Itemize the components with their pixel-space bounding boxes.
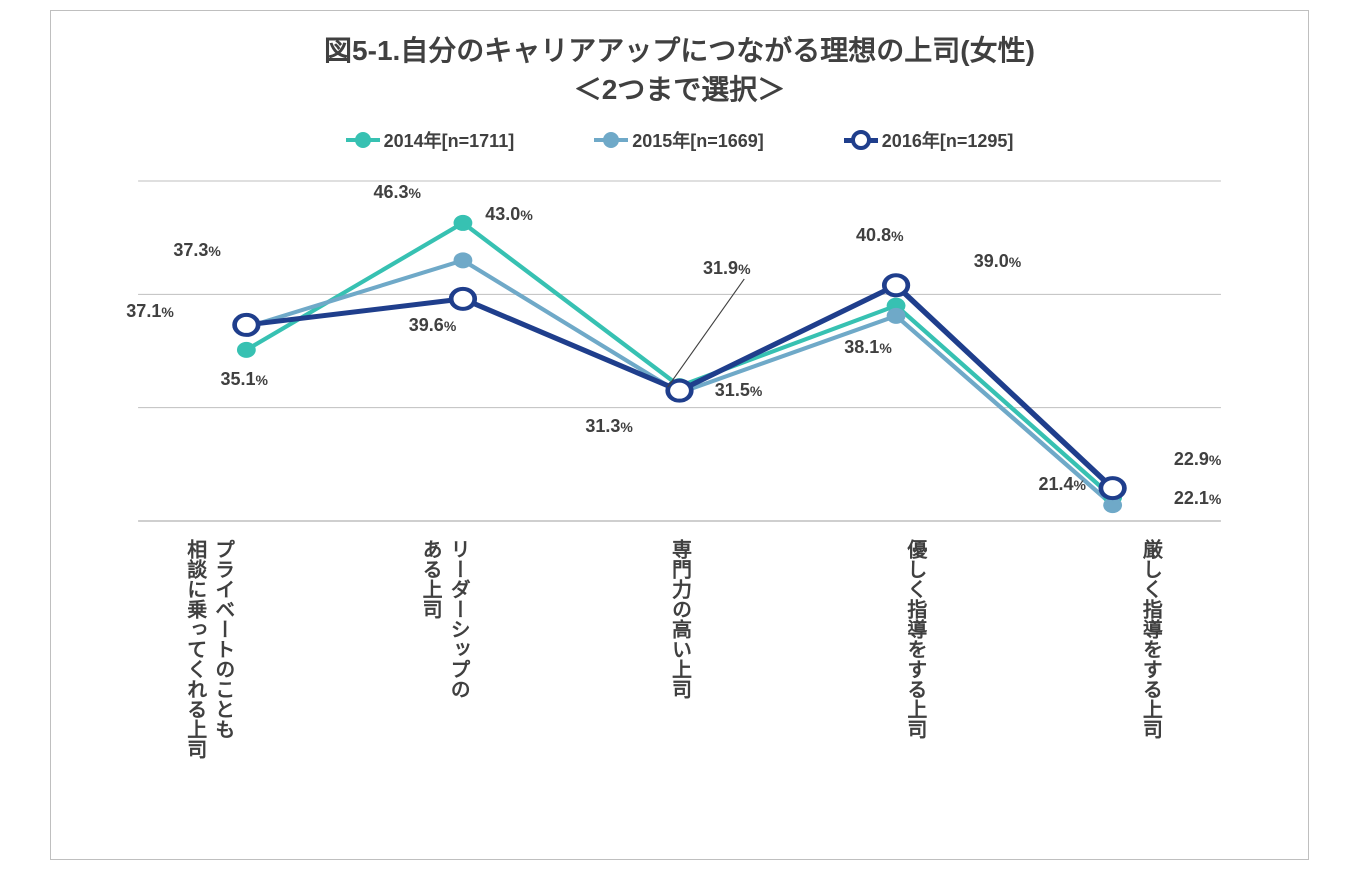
x-axis-labels: 相談に乗ってくれる上司プライベートのこともある上司リーダーシップの専門力の高い上… bbox=[91, 539, 1268, 839]
legend-line-icon bbox=[594, 138, 628, 142]
legend-line-icon bbox=[844, 138, 878, 143]
x-axis-label: ある上司リーダーシップの bbox=[326, 539, 561, 839]
data-label: 22.1% bbox=[1174, 488, 1222, 509]
data-label: 21.4% bbox=[1038, 474, 1086, 495]
data-label: 39.6% bbox=[409, 315, 457, 336]
x-axis-label: 優しく指導をする上司 bbox=[797, 539, 1032, 839]
legend-item: 2015年[n=1669] bbox=[594, 127, 764, 153]
legend-line-icon bbox=[346, 138, 380, 142]
legend: 2014年[n=1711] 2015年[n=1669] 2016年[n=1295] bbox=[91, 127, 1268, 153]
legend-item: 2014年[n=1711] bbox=[346, 127, 515, 153]
data-label: 38.1% bbox=[844, 337, 892, 358]
data-label: 37.1% bbox=[126, 301, 174, 322]
data-label: 31.5% bbox=[715, 380, 763, 401]
data-label: 43.0% bbox=[485, 204, 533, 225]
data-label: 22.9% bbox=[1174, 449, 1222, 470]
plot-svg bbox=[91, 171, 1268, 531]
legend-label: 2016年[n=1295] bbox=[882, 127, 1014, 153]
legend-item: 2016年[n=1295] bbox=[844, 127, 1014, 153]
data-label: 37.3% bbox=[173, 240, 221, 261]
data-label: 31.3% bbox=[585, 416, 633, 437]
data-label: 35.1% bbox=[220, 369, 268, 390]
plot-area: 37.3% 37.1% 35.1% 46.3% 43.0% 39.6% 31.9% 31.5%… bbox=[91, 171, 1268, 531]
data-label: 46.3% bbox=[373, 182, 421, 203]
data-label: 40.8% bbox=[856, 225, 904, 246]
legend-label: 2015年[n=1669] bbox=[632, 127, 764, 153]
legend-marker-icon bbox=[355, 132, 371, 148]
x-axis-label: 相談に乗ってくれる上司プライベートのことも bbox=[91, 539, 326, 839]
data-label: 31.9% bbox=[703, 258, 751, 279]
x-axis-label: 専門力の高い上司 bbox=[562, 539, 797, 839]
data-label: 39.0% bbox=[974, 251, 1022, 272]
title-line-1: 図5-1.自分のキャリアアップにつながる理想の上司(女性) bbox=[324, 35, 1035, 66]
chart-title: 図5-1.自分のキャリアアップにつながる理想の上司(女性) ＜2つまで選択＞ bbox=[91, 31, 1268, 109]
legend-label: 2014年[n=1711] bbox=[384, 127, 515, 153]
legend-marker-icon bbox=[851, 130, 871, 150]
legend-marker-icon bbox=[603, 132, 619, 148]
title-line-2: ＜2つまで選択＞ bbox=[574, 74, 786, 105]
chart-frame: 図5-1.自分のキャリアアップにつながる理想の上司(女性) ＜2つまで選択＞ 2… bbox=[50, 10, 1309, 860]
x-axis-label: 厳しく指導をする上司 bbox=[1033, 539, 1268, 839]
